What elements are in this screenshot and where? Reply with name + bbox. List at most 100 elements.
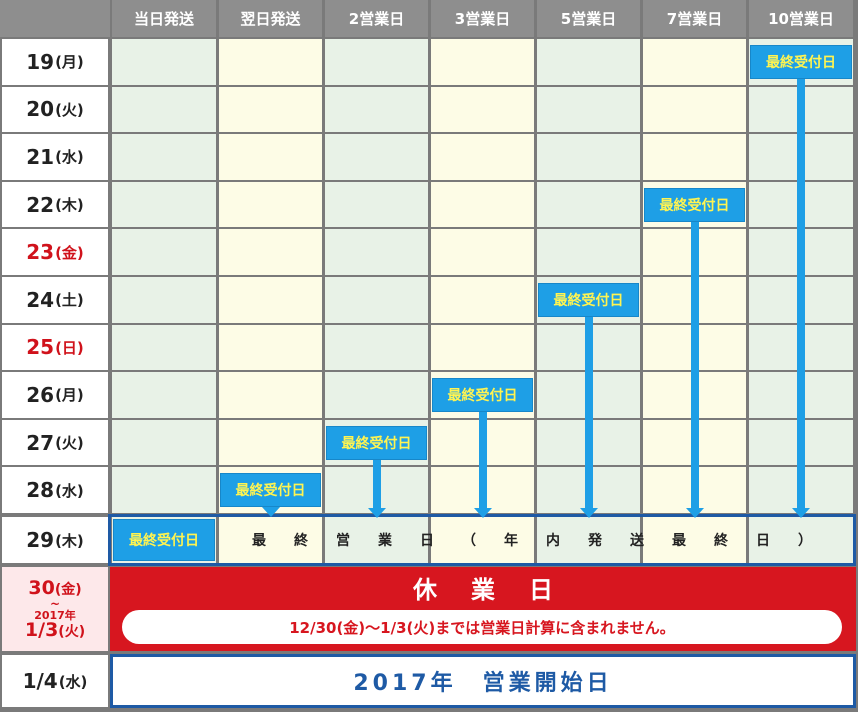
date-dow: (金) <box>55 243 84 262</box>
date-day: 21 <box>26 144 55 169</box>
row-29-char: 日 <box>420 533 434 549</box>
date-dow: (土) <box>55 291 84 310</box>
date-cell: 27 (火) <box>2 419 108 466</box>
date-dow: (月) <box>55 53 84 72</box>
date-cell: 21 (水) <box>2 134 108 180</box>
grid-cell <box>431 324 534 371</box>
holiday-year: 2017年 <box>34 608 76 622</box>
grid-cell-29 <box>431 517 534 563</box>
date-dow: (火) <box>55 434 84 453</box>
grid-cell <box>325 229 428 275</box>
column-header: 5営業日 <box>537 0 640 37</box>
grid-cell <box>112 86 216 133</box>
column-header: 7営業日 <box>643 0 746 37</box>
deadline-arrow <box>478 412 487 508</box>
row-29-char: 内 <box>546 533 560 549</box>
grid-cell <box>537 181 640 228</box>
grid-cell <box>219 324 322 371</box>
grid-cell <box>325 86 428 133</box>
grid-cell <box>537 229 640 275</box>
date-dow: (日) <box>55 338 84 357</box>
deadline-badge: 最終受付日 <box>750 45 852 79</box>
date-day: 24 <box>26 287 55 312</box>
deadline-badge: 最終受付日 <box>432 378 533 413</box>
deadline-arrowhead <box>473 508 492 518</box>
grid-cell <box>325 39 428 85</box>
deadline-arrow <box>584 317 593 508</box>
row-29-char: 最 <box>252 533 266 549</box>
holiday-start-day: 30 <box>28 576 55 599</box>
opening-band: 2017年 営業開始日 <box>110 654 856 708</box>
date-dow: (月) <box>55 386 84 405</box>
grid-cell <box>325 324 428 371</box>
grid-cell <box>537 134 640 180</box>
opening-date-dow: (水) <box>58 672 88 691</box>
deadline-arrowhead <box>367 508 386 518</box>
date-day: 28 <box>26 478 55 503</box>
date-cell: 24 (土) <box>2 277 108 323</box>
holiday-note: 12/30(金)～1/3(火)までは営業日計算に含まれません。 <box>122 610 842 644</box>
grid-cell <box>643 39 746 85</box>
date-29: 29 (木) <box>2 517 108 563</box>
grid-cell <box>325 277 428 323</box>
date-dow: (火) <box>55 100 84 119</box>
holiday-title: 休業日 <box>413 575 587 604</box>
column-header: 2営業日 <box>325 0 428 37</box>
date-day: 23 <box>26 240 55 265</box>
date-day: 26 <box>26 382 55 407</box>
column-header: 3営業日 <box>431 0 534 37</box>
row-29-char: 日 <box>756 533 770 549</box>
date-cell: 20 (火) <box>2 86 108 133</box>
date-dow: (水) <box>55 148 84 167</box>
grid-cell <box>112 181 216 228</box>
grid-cell <box>431 277 534 323</box>
date-day: 25 <box>26 335 55 360</box>
grid-cell <box>431 86 534 133</box>
grid-cell <box>643 134 746 180</box>
deadline-badge: 最終受付日 <box>326 425 427 460</box>
grid-cell <box>112 419 216 466</box>
row-29-char: 終 <box>294 533 308 549</box>
grid-cell <box>537 39 640 85</box>
row-29-char: 終 <box>714 533 728 549</box>
date-day: 19 <box>26 49 55 74</box>
grid-cell <box>219 39 322 85</box>
date-cell: 23 (金) <box>2 229 108 275</box>
grid-cell <box>325 372 428 418</box>
deadline-badge: 最終受付日 <box>113 519 215 561</box>
opening-date-day: 1/4 <box>22 669 58 693</box>
grid-cell <box>112 372 216 418</box>
holiday-end-date: 1/3 <box>24 618 59 641</box>
deadline-arrowhead <box>685 508 704 518</box>
grid-cell <box>219 229 322 275</box>
row-29-char: 送 <box>630 533 644 549</box>
row-29-message: 最 終 営 業 日 （ 年 内 発 送 最 終 日 ） <box>252 517 812 563</box>
grid-cell <box>219 372 322 418</box>
grid-cell <box>219 277 322 323</box>
grid-cell <box>219 419 322 466</box>
grid-cell <box>431 229 534 275</box>
date-29-day: 29 <box>26 528 55 552</box>
grid-cell <box>112 134 216 180</box>
date-day: 22 <box>26 192 55 217</box>
row-29-char: （ <box>462 533 476 549</box>
holiday-date-range: 30(金) ~ 2017年 1/3(火) <box>2 567 108 651</box>
grid-cell-29 <box>749 517 853 563</box>
grid-cell-29 <box>643 517 746 563</box>
column-header: 翌日発送 <box>219 0 322 37</box>
date-cell: 25 (日) <box>2 324 108 371</box>
grid-cell <box>431 181 534 228</box>
deadline-arrow <box>797 79 805 508</box>
date-day: 20 <box>26 97 55 122</box>
deadline-arrowhead <box>261 507 280 518</box>
grid-cell-29 <box>219 517 322 563</box>
row-29-char: 発 <box>588 533 602 549</box>
grid-cell <box>431 39 534 85</box>
deadline-badge: 最終受付日 <box>538 283 639 317</box>
row-29-char: 営 <box>336 533 350 549</box>
grid-cell <box>325 134 428 180</box>
deadline-arrow <box>372 459 381 508</box>
grid-cell <box>112 277 216 323</box>
grid-cell <box>112 229 216 275</box>
grid-cell <box>219 181 322 228</box>
